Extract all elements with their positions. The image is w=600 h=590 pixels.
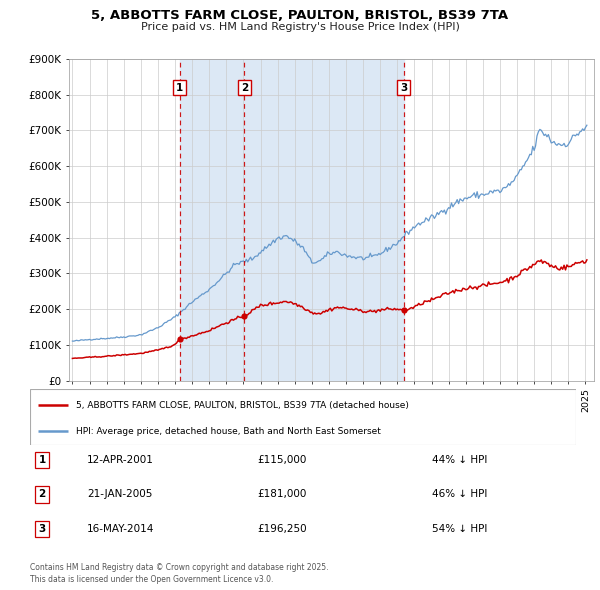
Text: HPI: Average price, detached house, Bath and North East Somerset: HPI: Average price, detached house, Bath… xyxy=(76,427,381,436)
Text: Contains HM Land Registry data © Crown copyright and database right 2025.
This d: Contains HM Land Registry data © Crown c… xyxy=(30,563,329,584)
Bar xyxy=(180,59,404,381)
Text: 21-JAN-2005: 21-JAN-2005 xyxy=(88,490,152,499)
Text: £115,000: £115,000 xyxy=(257,455,307,465)
Text: £196,250: £196,250 xyxy=(257,524,307,533)
Text: 1: 1 xyxy=(176,83,184,93)
Text: 16-MAY-2014: 16-MAY-2014 xyxy=(86,524,154,533)
Text: 3: 3 xyxy=(38,524,46,533)
Text: 12-APR-2001: 12-APR-2001 xyxy=(86,455,154,465)
Text: 46% ↓ HPI: 46% ↓ HPI xyxy=(432,490,487,499)
Text: 5, ABBOTTS FARM CLOSE, PAULTON, BRISTOL, BS39 7TA: 5, ABBOTTS FARM CLOSE, PAULTON, BRISTOL,… xyxy=(91,9,509,22)
Text: 2: 2 xyxy=(38,490,46,499)
Text: 3: 3 xyxy=(400,83,407,93)
Text: £181,000: £181,000 xyxy=(257,490,307,499)
Text: 2: 2 xyxy=(241,83,248,93)
Text: 1: 1 xyxy=(38,455,46,465)
Text: 44% ↓ HPI: 44% ↓ HPI xyxy=(432,455,487,465)
Text: 54% ↓ HPI: 54% ↓ HPI xyxy=(432,524,487,533)
Text: Price paid vs. HM Land Registry's House Price Index (HPI): Price paid vs. HM Land Registry's House … xyxy=(140,22,460,32)
Text: 5, ABBOTTS FARM CLOSE, PAULTON, BRISTOL, BS39 7TA (detached house): 5, ABBOTTS FARM CLOSE, PAULTON, BRISTOL,… xyxy=(76,401,409,409)
